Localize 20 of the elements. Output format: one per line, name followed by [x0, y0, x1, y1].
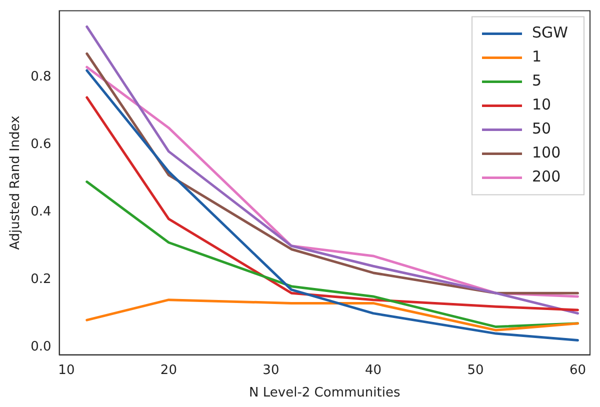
x-tick-label: 10 [58, 362, 75, 378]
y-tick-label: 0.0 [30, 339, 52, 354]
legend-label: 5 [532, 72, 542, 90]
y-axis-title: Adjusted Rand Index [8, 115, 24, 250]
y-tick-label: 0.4 [30, 204, 52, 220]
legend-label: 10 [532, 96, 552, 114]
legend-label: SGW [532, 24, 568, 42]
y-tick-label: 0.6 [30, 137, 52, 152]
x-axis-title: N Level-2 Communities [249, 386, 400, 401]
x-tick-label: 40 [364, 362, 382, 378]
legend-label: 200 [532, 168, 561, 186]
y-tick-label: 0.2 [30, 272, 52, 287]
x-tick-label: 60 [569, 362, 586, 378]
x-tick-label: 50 [467, 362, 484, 378]
x-tick-label: 20 [160, 362, 177, 378]
legend-label: 100 [532, 144, 561, 162]
legend-label: 50 [532, 120, 552, 138]
legend-label: 1 [532, 48, 542, 66]
y-tick-label: 0.8 [30, 70, 52, 85]
x-tick-label: 30 [262, 362, 280, 378]
